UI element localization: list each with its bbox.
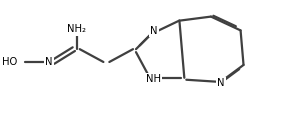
Text: HO: HO [2, 57, 18, 67]
Text: NH: NH [146, 74, 161, 84]
Text: N: N [150, 26, 158, 36]
Text: NH₂: NH₂ [67, 24, 86, 34]
Text: N: N [45, 57, 53, 67]
Text: N: N [217, 78, 225, 88]
